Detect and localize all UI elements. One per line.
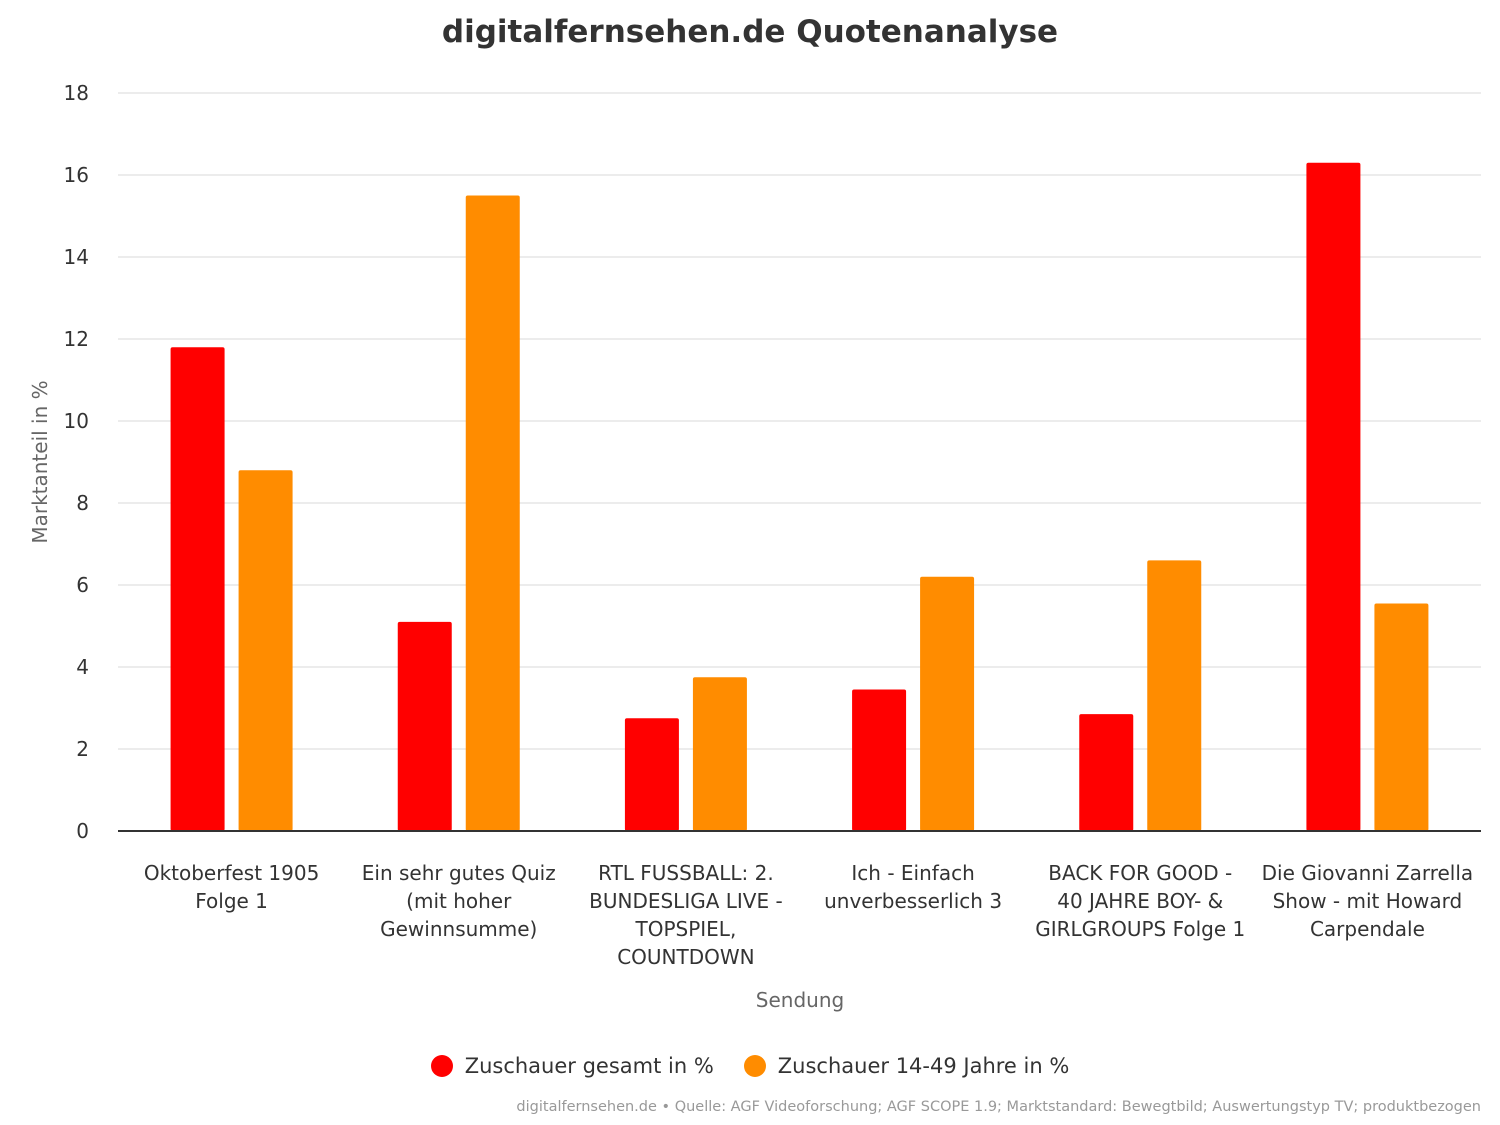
legend-label-series-2: Zuschauer 14-49 Jahre in % <box>777 1054 1070 1078</box>
x-category-label-line: TOPSPIEL, <box>635 917 737 941</box>
bar-series-2-cat-4[interactable] <box>920 576 975 831</box>
y-axis-ticks: 0 2 4 6 8 10 12 14 16 18 <box>64 81 89 843</box>
y-tick-label: 2 <box>76 737 89 761</box>
legend-label-series-1: Zuschauer gesamt in % <box>464 1054 714 1078</box>
x-category-label-line: BUNDESLIGA LIVE - <box>589 889 783 913</box>
bar-series-1-cat-2[interactable] <box>397 621 452 831</box>
bar-series-1-cat-3[interactable] <box>624 718 679 831</box>
x-category-label-line: Carpendale <box>1310 917 1425 941</box>
bar-series-2-cat-3[interactable] <box>692 677 747 831</box>
y-tick-label: 12 <box>64 327 89 351</box>
y-tick-label: 16 <box>64 163 89 187</box>
x-category-label-line: Die Giovanni Zarrella <box>1262 861 1474 885</box>
y-tick-label: 10 <box>64 409 89 433</box>
x-axis-title: Sendung <box>756 988 844 1012</box>
bar-series-2-cat-1[interactable] <box>238 470 293 831</box>
y-tick-label: 0 <box>76 819 89 843</box>
legend-item-series-2[interactable]: Zuschauer 14-49 Jahre in % <box>743 1054 1070 1078</box>
bar-series-1-cat-5[interactable] <box>1079 714 1134 831</box>
bar-series-1-cat-4[interactable] <box>852 689 907 831</box>
y-tick-label: 8 <box>76 491 89 515</box>
y-axis-title: Marktanteil in % <box>28 380 52 543</box>
x-category-label-line: 40 JAHRE BOY- & <box>1057 889 1223 913</box>
x-category-label-line: Oktoberfest 1905 <box>144 861 320 885</box>
x-category-label-line: Folge 1 <box>195 889 268 913</box>
bars <box>170 162 1429 832</box>
gridlines <box>118 92 1481 750</box>
bar-series-1-cat-1[interactable] <box>170 347 225 831</box>
x-category-label-line: BACK FOR GOOD - <box>1048 861 1232 885</box>
bar-series-2-cat-5[interactable] <box>1147 560 1202 831</box>
x-category-label: BACK FOR GOOD - 40 JAHRE BOY- & GIRLGROUPS… <box>1035 861 1245 941</box>
bar-series-2-cat-2[interactable] <box>465 195 520 832</box>
y-tick-label: 14 <box>64 245 89 269</box>
x-category-label: RTL FUSSBALL: 2. BUNDESLIGA LIVE - TOPSPIE… <box>589 861 783 969</box>
bar-series-2-cat-6[interactable] <box>1374 603 1429 831</box>
x-category-label-line: unverbesserlich 3 <box>824 889 1002 913</box>
x-category-label-line: Ein sehr gutes Quiz <box>362 861 556 885</box>
legend: Zuschauer gesamt in % Zuschauer 14-49 Ja… <box>0 1054 1500 1078</box>
x-category-label-line: Ich - Einfach <box>851 861 974 885</box>
x-axis-categories: Oktoberfest 1905 Folge 1 Ein sehr gutes Qu… <box>144 861 1473 969</box>
bar-series-1-cat-6[interactable] <box>1306 162 1361 831</box>
x-category-label-line: GIRLGROUPS Folge 1 <box>1035 917 1245 941</box>
legend-marker-series-2 <box>743 1055 766 1077</box>
y-tick-label: 6 <box>76 573 89 597</box>
x-category-label: Oktoberfest 1905 Folge 1 <box>144 861 320 913</box>
x-category-label: Ich - Einfach unverbesserlich 3 <box>824 861 1002 913</box>
credits: digitalfernsehen.de • Quelle: AGF Videof… <box>516 1099 1481 1115</box>
x-category-label-line: Gewinnsumme) <box>380 917 537 941</box>
x-category-label-line: RTL FUSSBALL: 2. <box>598 861 774 885</box>
y-tick-label: 18 <box>64 81 89 105</box>
x-category-label: Die Giovanni Zarrella Show - mit Howard Ca… <box>1262 861 1474 941</box>
y-tick-label: 4 <box>76 655 89 679</box>
x-category-label-line: COUNTDOWN <box>617 945 754 969</box>
legend-marker-series-1 <box>430 1055 453 1077</box>
legend-item-series-1[interactable]: Zuschauer gesamt in % <box>430 1054 714 1078</box>
x-category-label: Ein sehr gutes Quiz (mit hoher Gewinnsumme… <box>362 861 556 941</box>
x-category-label-line: (mit hoher <box>406 889 512 913</box>
chart-title: digitalfernsehen.de Quotenanalyse <box>441 14 1059 50</box>
x-category-label-line: Show - mit Howard <box>1273 889 1463 913</box>
